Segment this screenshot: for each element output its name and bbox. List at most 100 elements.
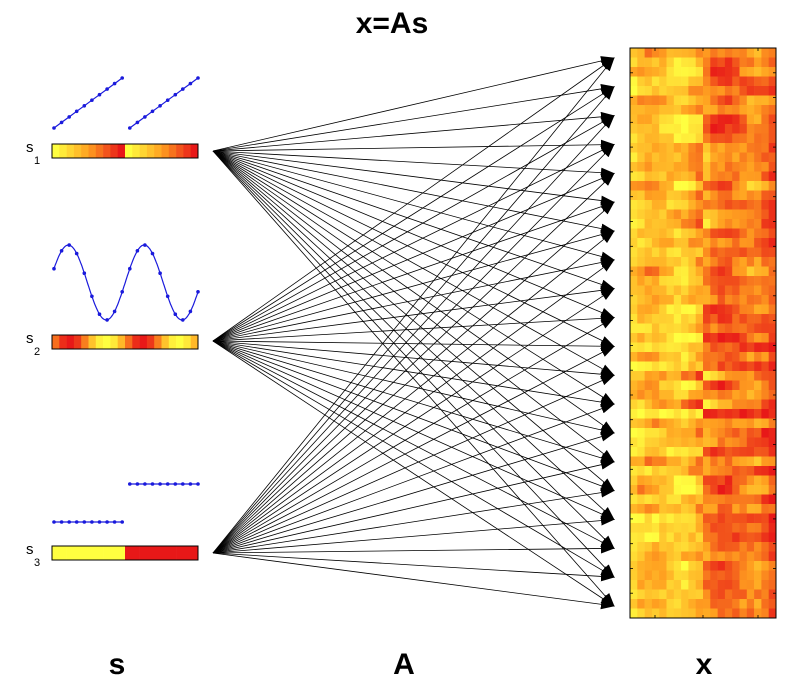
- heatmap-cell: [659, 86, 667, 96]
- heatmap-cell: [724, 371, 733, 381]
- heatmap-cell: [768, 76, 777, 87]
- sample-point: [112, 520, 117, 524]
- heatmap-cell: [724, 570, 733, 581]
- heatmap-cell: [688, 437, 696, 448]
- heatmap-cell: [724, 399, 733, 410]
- heatmap-cell: [695, 437, 704, 448]
- heatmap-cell: [768, 494, 777, 505]
- heatmap-cell: [644, 200, 653, 210]
- strip-cell: [88, 144, 97, 158]
- heatmap-cell: [746, 399, 755, 410]
- heatmap-cell: [673, 314, 682, 324]
- heatmap-cell: [688, 285, 696, 296]
- heatmap-cell: [717, 95, 726, 106]
- mixing-arrow: [212, 288, 615, 554]
- heatmap-cell: [666, 152, 675, 163]
- mixing-arrow: [212, 340, 615, 491]
- heatmap-cell: [761, 532, 769, 543]
- heatmap-cell: [754, 513, 762, 524]
- heatmap-cell: [732, 390, 740, 400]
- heatmap-cell: [703, 181, 711, 191]
- heatmap-cell: [666, 409, 675, 419]
- heatmap-cell: [739, 304, 748, 315]
- heatmap-cell: [651, 409, 660, 419]
- heatmap-cell: [746, 304, 755, 315]
- heatmap-cell: [703, 219, 711, 229]
- heatmap-cell: [761, 494, 769, 505]
- heatmap-cell: [761, 466, 769, 476]
- heatmap-cell: [717, 399, 726, 410]
- heatmap-cell: [703, 437, 711, 448]
- heatmap-cell: [761, 570, 769, 581]
- heatmap-cell: [644, 409, 653, 419]
- heatmap-cell: [695, 466, 704, 476]
- heatmap-cell: [724, 380, 733, 391]
- heatmap-cell: [695, 257, 704, 267]
- heatmap-cell: [673, 323, 682, 334]
- heatmap-cell: [673, 266, 682, 277]
- heatmap-cell: [746, 361, 755, 372]
- heatmap-cell: [732, 551, 740, 562]
- sample-point: [97, 92, 102, 97]
- heatmap-cell: [630, 95, 638, 106]
- heatmap-cell: [659, 162, 667, 172]
- heatmap-cell: [732, 295, 740, 305]
- heatmap-cell: [673, 428, 682, 438]
- heatmap-cell: [651, 437, 660, 448]
- heatmap-cell: [673, 589, 682, 600]
- heatmap-cell: [688, 67, 696, 77]
- heatmap-cell: [681, 95, 689, 106]
- heatmap-cell: [644, 333, 653, 343]
- heatmap-cell: [659, 171, 667, 182]
- heatmap-cell: [746, 276, 755, 286]
- heatmap-cell: [703, 380, 711, 391]
- heatmap-cell: [659, 48, 667, 58]
- heatmap-cell: [746, 219, 755, 229]
- heatmap-cell: [651, 228, 660, 239]
- heatmap-cell: [746, 200, 755, 210]
- heatmap-cell: [754, 361, 762, 372]
- heatmap-cell: [746, 447, 755, 457]
- heatmap-cell: [695, 124, 704, 134]
- heatmap-cell: [659, 352, 667, 362]
- heatmap-cell: [681, 143, 689, 153]
- mixing-arrow: [212, 340, 615, 463]
- heatmap-cell: [630, 257, 638, 267]
- heatmap-cell: [717, 295, 726, 305]
- heatmap-cell: [739, 200, 748, 210]
- heatmap-cell: [637, 314, 645, 324]
- heatmap-cell: [666, 542, 675, 552]
- heatmap-cell: [695, 190, 704, 201]
- strip-cell: [161, 335, 170, 349]
- heatmap-cell: [644, 162, 653, 172]
- heatmap-cell: [717, 48, 726, 58]
- heatmap-cell: [681, 219, 689, 229]
- heatmap-cell: [651, 570, 660, 581]
- heatmap-cell: [754, 247, 762, 258]
- heatmap-cell: [732, 599, 740, 609]
- heatmap-cell: [666, 580, 675, 590]
- sample-point: [165, 294, 170, 299]
- heatmap-cell: [724, 532, 733, 543]
- heatmap-cell: [637, 466, 645, 476]
- heatmap-cell: [710, 447, 718, 457]
- heatmap-cell: [688, 580, 696, 590]
- strip-cell: [66, 335, 75, 349]
- heatmap-cell: [717, 333, 726, 343]
- heatmap-cell: [630, 76, 638, 87]
- heatmap-cell: [637, 437, 645, 448]
- heatmap-cell: [630, 532, 638, 543]
- mixing-arrow: [212, 201, 615, 342]
- heatmap-cell: [703, 580, 711, 590]
- heatmap-cell: [761, 361, 769, 372]
- heatmap-cell: [659, 238, 667, 248]
- heatmap-cell: [710, 86, 718, 96]
- heatmap-cell: [761, 162, 769, 172]
- heatmap-cell: [630, 133, 638, 144]
- heatmap-cell: [710, 390, 718, 400]
- heatmap-cell: [637, 551, 645, 562]
- sample-point: [128, 266, 132, 271]
- heatmap-cell: [644, 542, 653, 552]
- heatmap-cell: [768, 504, 777, 514]
- heatmap-cell: [681, 513, 689, 524]
